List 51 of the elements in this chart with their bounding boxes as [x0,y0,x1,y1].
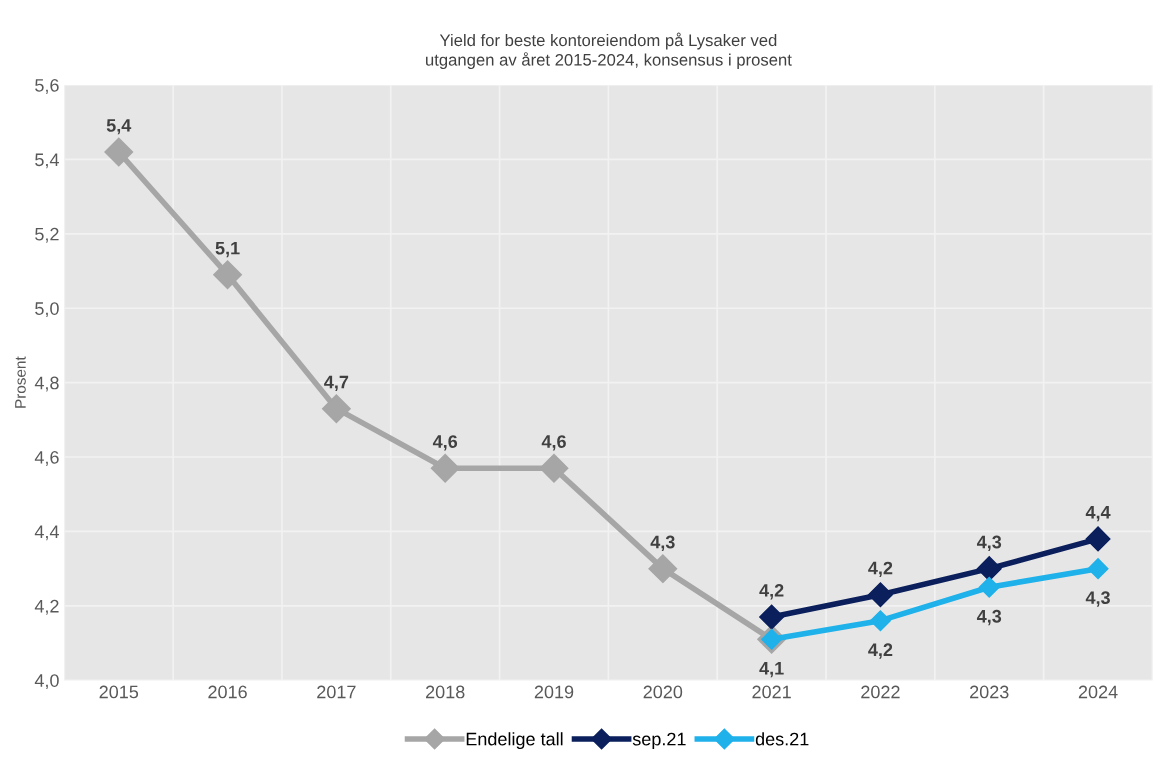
y-tick-label: 4,8 [34,376,59,392]
x-tick-label: 2017 [317,685,356,699]
y-tick-label: 5,0 [35,302,59,318]
data-label: 5,4 [106,119,132,135]
point [867,582,893,608]
point [539,453,569,483]
point [430,453,460,483]
y-tick-label: 5,4 [35,153,59,169]
point [978,576,1000,598]
legend-label: des.21 [755,732,809,746]
data-label: 4,3 [650,535,675,552]
data-label: 4,2 [868,643,893,659]
data-label: 4,4 [1085,506,1111,522]
y-tick-label: 4,6 [34,450,59,466]
x-tick-label: 2018 [426,685,465,699]
data-label: 4,3 [976,535,1002,552]
point [104,137,134,167]
x-tick-label: 2020 [643,685,683,699]
data-label: 4,2 [759,583,784,600]
point [1085,526,1111,552]
y-axis-title: Prosent [15,356,26,408]
x-tick-label: 2023 [970,685,1009,699]
data-label: 4,1 [759,662,784,678]
legend-label: Endelige tall [466,732,563,750]
data-label: 4,3 [1085,591,1110,607]
data-label: 4,6 [432,435,458,451]
x-tick-label: 2024 [1078,685,1118,699]
point [321,394,351,424]
data-label: 5,1 [215,241,240,258]
data-label: 4,6 [541,435,566,451]
point [648,554,678,584]
chart-title: Yield for beste kontoreiendom på Lysaker ved utgangen av året 2015-2024, konsensus i prosent [426,32,792,70]
point [869,610,891,632]
data-label: 4,3 [976,609,1002,626]
data-label: 4,7 [324,375,349,392]
x-tick-label: 2022 [861,685,900,699]
y-tick-label: 5,6 [35,78,59,94]
x-tick-label: 2016 [208,685,247,699]
y-tick-label: 5,2 [35,227,59,243]
y-tick-label: 4,2 [34,599,59,615]
point [759,604,785,630]
x-tick-label: 2021 [752,685,791,699]
x-tick-label: 2015 [99,685,139,699]
point [1087,558,1109,580]
data-label: 4,2 [868,561,893,578]
legend-label: sep.21 [632,732,686,750]
y-tick-label: 4,0 [34,674,59,690]
x-tick-label: 2019 [534,685,574,699]
point [976,556,1002,582]
y-tick-label: 4,4 [34,525,59,541]
point [213,260,243,290]
